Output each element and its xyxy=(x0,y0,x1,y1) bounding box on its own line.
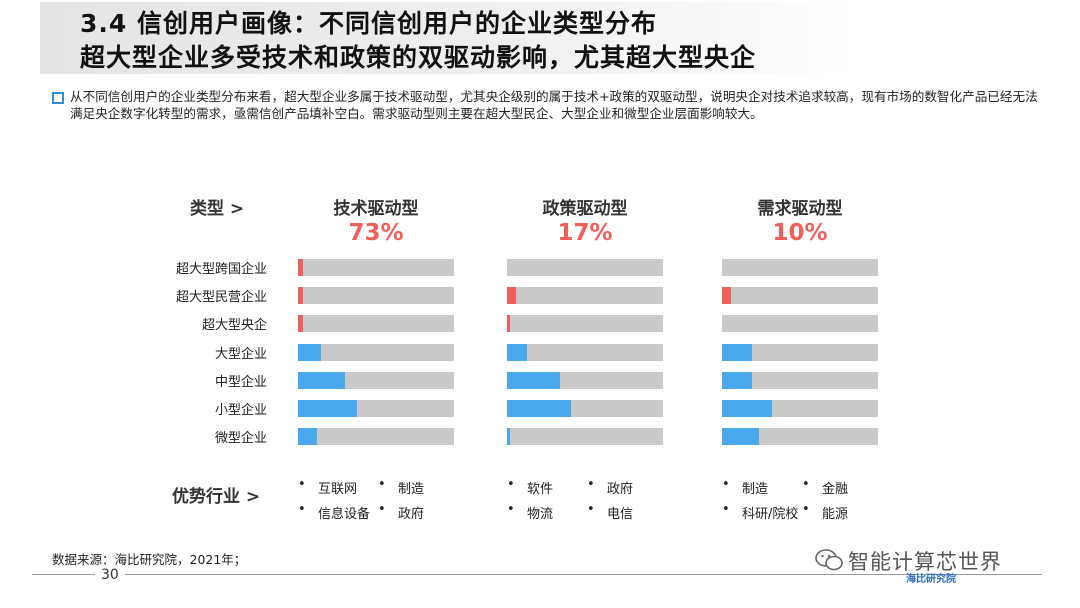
bar-track xyxy=(507,400,663,417)
bar xyxy=(722,343,752,361)
industry-item: 制造 xyxy=(398,482,425,497)
bullet-dot-icon: • xyxy=(722,502,730,517)
panel-header: 政策驱动型 xyxy=(542,199,628,219)
panel-header: 需求驱动型 xyxy=(757,199,843,219)
bar-track xyxy=(722,400,878,417)
category-label: 中型企业 xyxy=(214,374,267,390)
bullet-dot-icon: • xyxy=(587,477,595,492)
category-label: 超大型民营企业 xyxy=(175,290,267,306)
bar-track xyxy=(507,343,663,361)
industry-label: 优势行业 > xyxy=(172,487,261,507)
bar-track xyxy=(507,315,663,333)
bar-track xyxy=(722,371,878,389)
type-label: 类型 > xyxy=(190,199,245,219)
bullet-dot-icon: • xyxy=(378,502,386,517)
bar xyxy=(298,287,303,305)
bar xyxy=(507,343,528,361)
bar-track xyxy=(507,371,663,389)
bar xyxy=(507,287,517,305)
bar-track xyxy=(298,343,454,361)
industry-item: 金融 xyxy=(822,482,849,497)
bar xyxy=(722,428,760,446)
footer-divider xyxy=(32,574,1042,575)
industry-item: 软件 xyxy=(527,482,554,497)
bullet-dot-icon: • xyxy=(802,477,810,492)
industry-item: 政府 xyxy=(607,482,634,497)
description-text: 从不同信创用户的企业类型分布来看，超大型企业多属于技术驱动型，尤其央企级别的属于… xyxy=(70,89,1038,121)
bullet-dot-icon: • xyxy=(507,477,515,492)
bar xyxy=(722,400,772,417)
watermark-badge: 海比研究院 xyxy=(906,574,956,585)
bar-track xyxy=(722,287,878,305)
bullet-square-icon xyxy=(52,92,64,104)
panel-header: 技术驱动型 xyxy=(333,199,419,219)
bar xyxy=(722,371,752,389)
bar xyxy=(298,315,303,333)
bar xyxy=(507,371,561,389)
title-shade xyxy=(40,2,860,74)
category-label: 微型企业 xyxy=(214,431,267,447)
bar xyxy=(298,400,358,417)
industry-item: 电信 xyxy=(607,507,634,522)
bar-track xyxy=(722,343,878,361)
bar-track xyxy=(298,371,454,389)
bar xyxy=(507,315,511,333)
bullet-dot-icon: • xyxy=(298,502,306,517)
bar-track xyxy=(507,287,663,305)
bar-track xyxy=(722,315,878,333)
wechat-icon xyxy=(815,549,843,571)
category-label: 超大型央企 xyxy=(201,318,267,334)
bullet-dot-icon: • xyxy=(378,477,386,492)
bar xyxy=(298,259,303,276)
bar-track xyxy=(507,428,663,446)
industry-item: 科研/院校 xyxy=(742,507,799,522)
panel-share: 17% xyxy=(557,220,613,246)
page-subtitle: 超大型企业多受技术和政策的双驱动影响，尤其超大型央企 xyxy=(80,43,757,72)
bar xyxy=(722,287,732,305)
data-source: 数据来源：海比研究院，2021年； xyxy=(52,552,247,567)
bar xyxy=(507,428,511,446)
bar xyxy=(298,343,322,361)
industry-item: 能源 xyxy=(822,507,849,522)
bar-track xyxy=(298,315,454,333)
bar xyxy=(507,400,571,417)
page-title: 3.4 信创用户画像：不同信创用户的企业类型分布 xyxy=(80,9,657,38)
title-bar: 3.4 信创用户画像：不同信创用户的企业类型分布 超大型企业多受技术和政策的双驱… xyxy=(0,0,1080,80)
panel-share: 73% xyxy=(348,220,404,246)
panel-share: 10% xyxy=(772,220,828,246)
bar-track xyxy=(298,259,454,276)
industry-item: 信息设备 xyxy=(318,507,371,522)
watermark-brand: 智能计算芯世界 xyxy=(848,550,1002,574)
industry-item: 政府 xyxy=(398,507,425,522)
bullet-dot-icon: • xyxy=(298,477,306,492)
bar-track xyxy=(722,259,878,276)
industry-item: 制造 xyxy=(742,482,769,497)
bar-track xyxy=(722,428,878,446)
bar-track xyxy=(298,400,454,417)
bar xyxy=(298,428,317,446)
bar-track xyxy=(298,287,454,305)
page-number: 30 xyxy=(95,567,125,583)
industry-item: 互联网 xyxy=(318,482,358,497)
bullet-dot-icon: • xyxy=(507,502,515,517)
category-label: 小型企业 xyxy=(214,403,267,418)
bullet-dot-icon: • xyxy=(722,477,730,492)
bar-track xyxy=(298,428,454,446)
category-label: 大型企业 xyxy=(214,346,267,362)
bullet-dot-icon: • xyxy=(587,502,595,517)
bar xyxy=(298,371,345,389)
bar-track xyxy=(507,259,663,276)
category-label: 超大型跨国企业 xyxy=(175,262,267,277)
industry-item: 物流 xyxy=(527,507,554,522)
bullet-dot-icon: • xyxy=(802,502,810,517)
